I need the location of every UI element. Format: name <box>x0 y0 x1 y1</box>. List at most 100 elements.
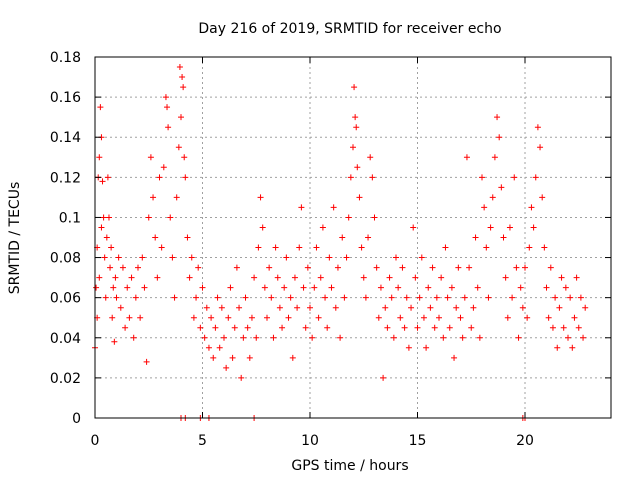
data-point <box>143 358 150 365</box>
data-point <box>549 324 556 331</box>
data-point <box>98 224 105 231</box>
data-point <box>528 204 535 211</box>
data-point <box>102 294 109 301</box>
data-point <box>164 104 171 111</box>
data-point <box>150 194 157 201</box>
y-tick-label: 0.12 <box>50 170 81 186</box>
data-point <box>382 304 389 311</box>
data-point <box>367 154 374 161</box>
data-point <box>351 84 358 91</box>
data-point <box>99 178 106 185</box>
data-point <box>334 264 341 271</box>
y-tick-label: 0.06 <box>50 291 81 307</box>
data-point <box>210 354 217 361</box>
data-point <box>377 284 384 291</box>
data-point <box>248 314 255 321</box>
data-point <box>322 294 329 301</box>
data-point <box>446 324 453 331</box>
data-point <box>184 234 191 241</box>
x-tick-label: 20 <box>516 433 534 449</box>
data-point <box>309 334 316 341</box>
y-tick-label: 0.18 <box>50 50 81 66</box>
data-point <box>156 174 163 181</box>
data-point <box>483 244 490 251</box>
data-point <box>353 124 360 131</box>
data-point <box>362 294 369 301</box>
data-point <box>96 154 103 161</box>
data-point <box>240 334 247 341</box>
data-point <box>108 244 115 251</box>
data-point <box>356 194 363 201</box>
data-point <box>242 294 249 301</box>
data-point <box>487 224 494 231</box>
data-point <box>307 304 313 311</box>
data-point <box>272 244 279 251</box>
data-point <box>429 264 436 271</box>
data-point <box>474 284 481 291</box>
data-point <box>229 354 236 361</box>
data-point <box>152 234 159 241</box>
data-point <box>216 344 223 351</box>
data-point <box>160 164 167 171</box>
data-point <box>399 264 406 271</box>
data-point <box>279 324 286 331</box>
data-point <box>371 214 378 221</box>
data-point <box>502 274 509 281</box>
data-point <box>448 284 455 291</box>
data-point <box>476 334 483 341</box>
data-point <box>119 264 126 271</box>
data-point <box>517 284 524 291</box>
gridlines <box>95 57 611 418</box>
data-point <box>442 244 449 251</box>
data-point <box>571 314 578 321</box>
data-point <box>498 184 505 191</box>
data-point <box>481 204 488 211</box>
data-point <box>124 284 131 291</box>
data-point <box>337 334 344 341</box>
data-point <box>373 264 380 271</box>
plot-frame <box>94 56 612 419</box>
data-point <box>203 304 210 311</box>
data-point <box>522 264 528 271</box>
data-point <box>317 274 324 281</box>
data-point <box>423 344 430 351</box>
data-point <box>565 334 571 341</box>
data-point <box>158 244 165 251</box>
data-point <box>97 104 104 111</box>
data-point <box>233 264 240 271</box>
data-point <box>171 294 178 301</box>
data-point <box>511 174 518 181</box>
data-point <box>257 194 264 201</box>
data-point <box>339 234 346 241</box>
data-point <box>500 234 507 241</box>
data-point <box>403 294 410 301</box>
data-point <box>515 334 522 341</box>
data-point <box>380 374 387 381</box>
data-point <box>360 274 367 281</box>
data-point <box>238 374 245 381</box>
data-point <box>352 114 359 121</box>
data-point <box>558 274 565 281</box>
data-point <box>552 294 559 301</box>
data-point <box>319 224 326 231</box>
data-point <box>132 294 139 301</box>
data-point <box>141 284 148 291</box>
data-point <box>519 304 526 311</box>
data-point <box>582 304 589 311</box>
data-point <box>410 224 417 231</box>
data-point <box>530 224 537 231</box>
data-point <box>405 344 412 351</box>
data-point <box>414 324 421 331</box>
data-point <box>420 314 427 321</box>
data-point <box>418 254 425 261</box>
data-point <box>395 284 402 291</box>
data-point <box>296 244 303 251</box>
data-point <box>485 294 492 301</box>
data-point <box>326 254 333 261</box>
data-point <box>444 294 451 301</box>
y-tick-label: 0.08 <box>50 251 81 267</box>
data-point <box>178 114 184 121</box>
data-point <box>105 214 112 221</box>
data-point <box>135 264 141 271</box>
data-point <box>384 324 391 331</box>
